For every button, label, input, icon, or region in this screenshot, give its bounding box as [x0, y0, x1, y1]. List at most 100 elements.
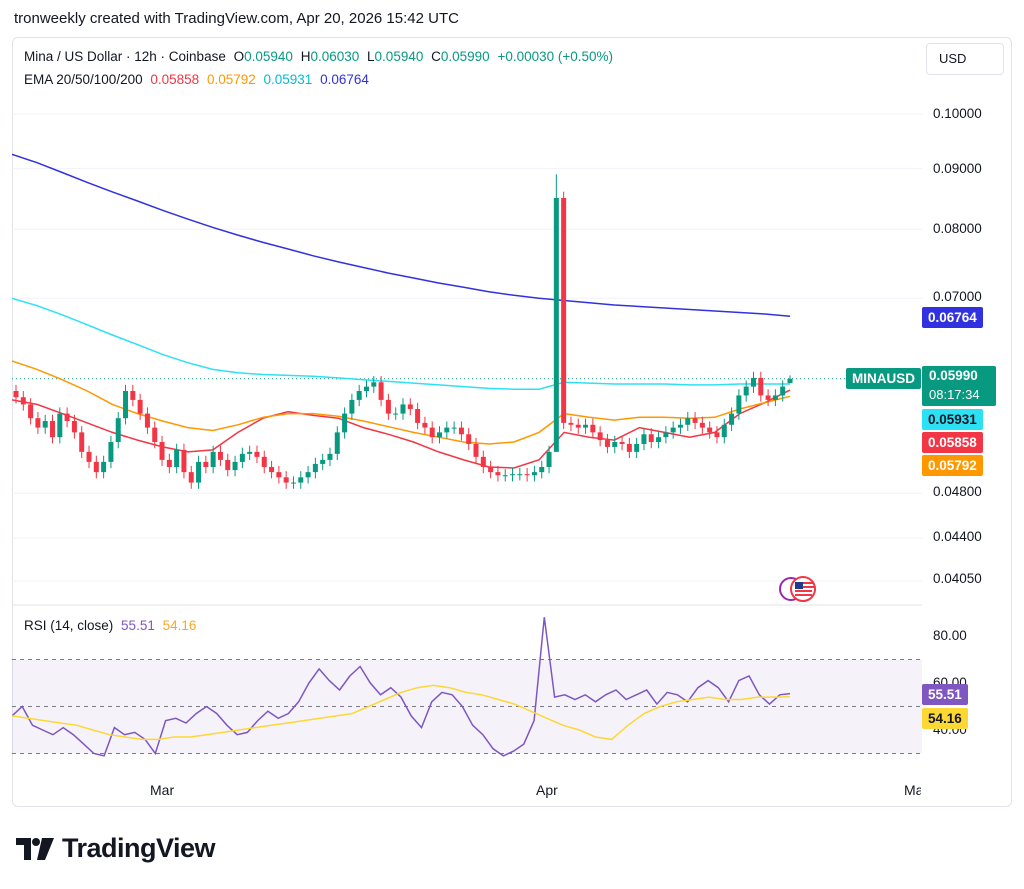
candle-up [298, 477, 304, 483]
candle-up [174, 449, 180, 467]
candle-down [575, 424, 581, 428]
tradingview-logo-icon [16, 837, 54, 860]
candle-down [619, 442, 625, 444]
close-label: C [431, 49, 441, 64]
candle-down [495, 472, 501, 476]
rsi-line [12, 617, 791, 757]
candle-up [437, 432, 443, 438]
candle-down [152, 427, 158, 443]
ema-line-ema-200 [12, 153, 791, 318]
candle-down [217, 451, 223, 460]
candle-down [597, 432, 603, 441]
candle-down [269, 466, 275, 473]
symbol-tag: MINAUSD [846, 368, 921, 389]
candle-up [517, 474, 523, 476]
candle-down [707, 427, 713, 433]
candle-up [239, 453, 245, 462]
ema100-value: 0.05931 [263, 72, 313, 87]
tradingview-logo: TradingView [16, 833, 216, 864]
candle-down [276, 472, 282, 478]
candle-down [692, 418, 698, 423]
candle-up [451, 427, 457, 429]
price-chart[interactable] [12, 37, 922, 807]
candle-up [656, 437, 662, 443]
candle-down [71, 421, 77, 433]
ema-title: EMA 20/50/100/200 [24, 72, 143, 87]
candle-down [415, 408, 421, 423]
ema20-value: 0.05858 [150, 72, 200, 87]
candle-up [247, 451, 253, 454]
candle-up [553, 197, 559, 452]
flag-icon[interactable] [777, 574, 819, 604]
last-price-value: 0.05990 [929, 368, 978, 383]
candle-up [349, 399, 355, 414]
high-label: H [300, 49, 311, 64]
rsi-ma-tag: 54.16 [922, 708, 968, 729]
ema100-tag: 0.05931 [922, 409, 983, 430]
candle-up [634, 443, 640, 452]
candle-up [736, 395, 742, 414]
currency-button[interactable]: USD [926, 43, 1004, 75]
ema50-value: 0.05792 [206, 72, 256, 87]
last-price-tag: 0.05990 08:17:34 [922, 366, 996, 406]
candle-down [159, 442, 165, 460]
candle-up [546, 451, 552, 467]
candle-down [35, 418, 41, 428]
candle-down [203, 461, 209, 467]
event-markers[interactable] [777, 574, 819, 609]
candle-up [583, 424, 589, 428]
rsi-ma-value: 54.16 [162, 618, 197, 633]
candle-down [86, 451, 92, 462]
price-axis-label: 0.04050 [933, 571, 982, 586]
candle-up [232, 461, 238, 471]
candle-up [685, 418, 691, 425]
ema200-value: 0.06764 [320, 72, 369, 87]
candle-down [378, 382, 384, 400]
candle-down [188, 472, 194, 483]
candle-up [196, 461, 202, 483]
candle-down [13, 391, 19, 398]
candle-up [115, 418, 121, 443]
candle-up [677, 424, 683, 428]
price-axis-label: 0.07000 [933, 289, 982, 304]
candle-up [123, 391, 129, 419]
candle-down [429, 427, 435, 438]
chart-frame [12, 37, 1012, 807]
candle-up [780, 386, 786, 396]
candle-up [42, 421, 48, 428]
candle-up [612, 442, 618, 447]
candle-down [28, 404, 34, 419]
rsi-ma-line [12, 684, 791, 741]
candle-up [210, 451, 216, 467]
candle-up [334, 432, 340, 454]
price-axis-label: 0.08000 [933, 221, 982, 236]
candle-down [181, 449, 187, 473]
candle-down [473, 443, 479, 457]
rsi-title: RSI (14, close) [24, 618, 114, 633]
candle-up [393, 413, 399, 415]
candle-up [787, 378, 793, 384]
price-axis-label: 0.04400 [933, 529, 982, 544]
tradingview-wordmark: TradingView [62, 833, 216, 863]
candle-down [225, 459, 231, 471]
bar-countdown: 08:17:34 [929, 387, 980, 402]
rsi-axis-label: 80.00 [933, 628, 967, 643]
candle-up [772, 395, 778, 400]
low-value: 0.05940 [374, 49, 424, 64]
candle-up [510, 474, 516, 476]
candle-up [57, 413, 63, 438]
rsi-value: 55.51 [121, 618, 155, 633]
symbol-title: Mina / US Dollar · 12h · Coinbase [24, 49, 226, 64]
candle-down [568, 422, 574, 425]
candle-down [144, 413, 150, 428]
price-axis-label: 0.09000 [933, 161, 982, 176]
low-label: L [367, 49, 375, 64]
candle-down [699, 422, 705, 428]
symbol-legend: Mina / US Dollar · 12h · Coinbase O0.059… [24, 49, 613, 64]
high-value: 0.06030 [310, 49, 360, 64]
candle-down [604, 440, 610, 447]
time-axis-label: Mar [150, 782, 175, 798]
candle-up [400, 404, 406, 414]
rsi-tag: 55.51 [922, 684, 968, 705]
candle-up [539, 466, 545, 473]
